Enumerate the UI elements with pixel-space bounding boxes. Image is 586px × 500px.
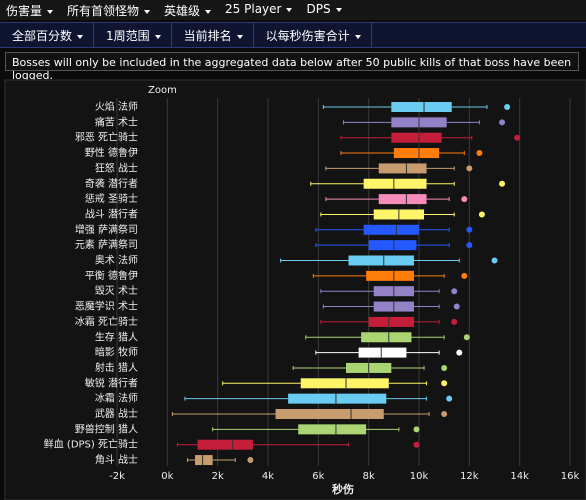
filter-button[interactable]: 以每秒伤害合计 [254, 23, 372, 47]
box [298, 424, 367, 435]
box [288, 393, 387, 404]
category-label: 邪恶 死亡骑士 [75, 131, 138, 144]
outlier [466, 242, 473, 249]
category-label: 鲜血 (DPS) 死亡骑士 [44, 438, 138, 451]
filter-button[interactable]: 当前排名 [172, 23, 254, 47]
category-label: 角斗 战士 [95, 453, 138, 466]
chart: Zoom 秒伤 -2k 0k 2k 4k 6k 8k 10k 12k 14k 16k 火焰 法师痛苦… [4, 79, 586, 500]
box [195, 455, 213, 466]
category-label: 野兽控制 猎人 [75, 422, 138, 435]
outlier [247, 457, 254, 464]
box [366, 270, 414, 281]
outlier [441, 380, 448, 387]
category-label: 火焰 法师 [95, 100, 138, 113]
outlier [514, 134, 521, 141]
category-label: 冰霜 法师 [95, 392, 138, 405]
outlier [461, 272, 468, 279]
box [393, 148, 440, 159]
filter-button[interactable]: 全部百分数 [0, 23, 95, 47]
category-label: 惩戒 圣骑士 [85, 192, 138, 205]
x-tick-label: 8k [363, 471, 375, 482]
outlier [456, 349, 463, 356]
outlier [441, 364, 448, 371]
box [358, 347, 407, 358]
box [348, 255, 414, 266]
category-label: 平衡 德鲁伊 [85, 269, 138, 282]
category-label: 奥术 法师 [95, 254, 138, 267]
category-label: 生存 猎人 [95, 330, 138, 343]
outlier [451, 288, 458, 295]
box [197, 439, 253, 450]
category-label: 武器 战士 [95, 407, 138, 420]
outlier [451, 318, 458, 325]
x-tick-label: 2k [212, 471, 224, 482]
outlier [491, 257, 498, 264]
category-label: 恶魔学识 术士 [75, 300, 138, 313]
category-label: 痛苦 术士 [95, 115, 138, 128]
box [368, 316, 414, 327]
box [368, 240, 417, 251]
category-label: 敏锐 潜行者 [85, 376, 138, 389]
box [391, 132, 442, 143]
filter-button[interactable]: 1周范围 [94, 23, 172, 47]
x-tick-label: 4k [262, 471, 274, 482]
category-label: 元素 萨满祭司 [75, 238, 138, 251]
outlier [461, 196, 468, 203]
notice: Bosses will only be included in the aggr… [5, 52, 579, 82]
menu-item[interactable]: 25 Player [219, 0, 300, 20]
outlier [446, 395, 453, 402]
outlier [499, 119, 506, 126]
outlier [413, 426, 420, 433]
box [300, 378, 389, 389]
outlier [413, 441, 420, 448]
menu-item[interactable]: 伤害量 [0, 0, 61, 20]
x-axis-title: 秒伤 [332, 482, 354, 496]
box [378, 194, 427, 205]
outlier [504, 104, 511, 110]
box [363, 224, 419, 235]
x-tick-label: 16k [561, 471, 580, 482]
outlier [478, 211, 485, 218]
zoom-label: Zoom [148, 85, 177, 96]
category-label: 战斗 潜行者 [85, 207, 138, 220]
x-tick-label: -2k [109, 471, 125, 482]
category-label: 增强 萨满祭司 [75, 223, 138, 236]
x-tick-label: 0k [161, 471, 173, 482]
category-label: 毁灭 术士 [95, 284, 138, 297]
menu-item[interactable]: 英雄级 [158, 0, 219, 20]
box [363, 178, 427, 189]
x-tick-label: 12k [460, 471, 479, 482]
x-tick-label: 14k [510, 471, 529, 482]
outlier [466, 226, 473, 233]
category-label: 奇袭 潜行者 [85, 177, 138, 190]
category-label: 狂怒 战士 [95, 161, 138, 174]
filter-bar: 全部百分数 1周范围 当前排名 以每秒伤害合计 [0, 22, 586, 48]
box [275, 409, 384, 419]
outlier [476, 150, 483, 157]
outlier [466, 165, 473, 172]
top-menu: 伤害量 所有首领怪物 英雄级 25 Player DPS [0, 0, 586, 20]
category-label: 野性 德鲁伊 [85, 146, 138, 159]
x-tick-label: 6k [312, 471, 324, 482]
box [391, 102, 452, 112]
outlier [499, 180, 506, 187]
outlier [463, 334, 470, 341]
chart-panel [4, 79, 586, 500]
menu-item[interactable]: 所有首领怪物 [61, 0, 158, 20]
outlier [453, 303, 460, 310]
category-label: 射击 猎人 [95, 361, 138, 374]
x-tick-label: 10k [410, 471, 429, 482]
outlier [441, 411, 448, 417]
menu-item[interactable]: DPS [300, 0, 349, 20]
category-label: 暗影 牧师 [95, 346, 138, 359]
category-label: 冰霜 死亡骑士 [75, 315, 138, 328]
box [361, 332, 412, 343]
box [378, 163, 427, 174]
